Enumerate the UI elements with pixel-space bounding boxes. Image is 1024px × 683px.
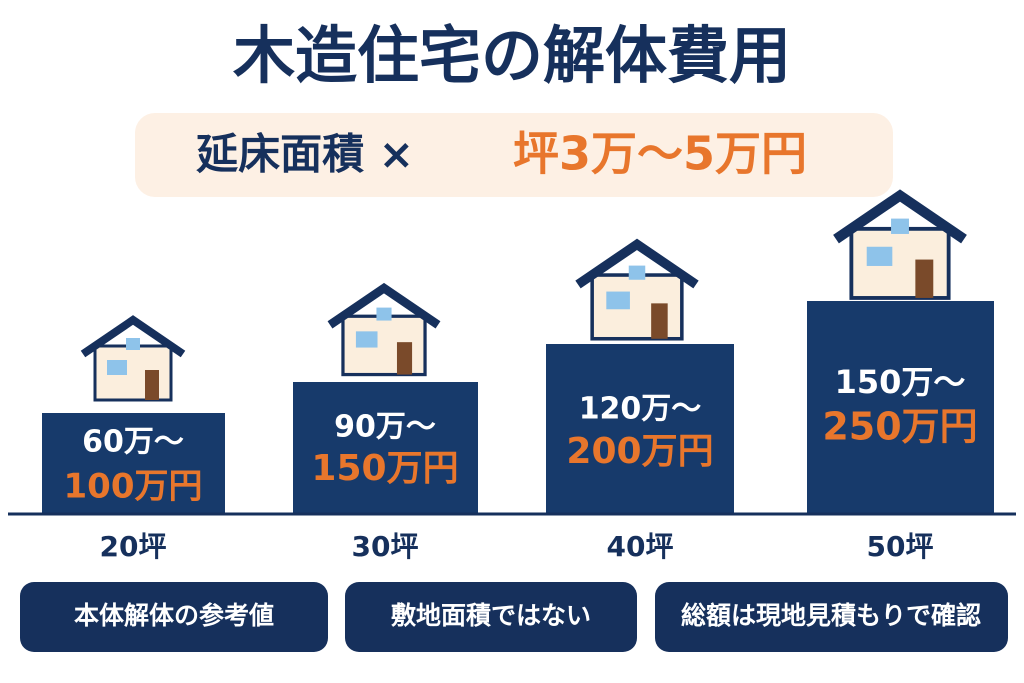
formula-pill [135, 113, 893, 197]
title: 木造住宅の解体費用 [233, 19, 791, 92]
house [330, 288, 438, 374]
cost-high: 200万円 [566, 431, 713, 472]
house [83, 320, 183, 400]
cost-low: 60万～ [82, 425, 184, 460]
cost-low: 120万～ [579, 392, 702, 427]
cost-low: 90万～ [334, 410, 436, 445]
cost-low: 150万～ [835, 363, 966, 401]
formula-left: 延床面積 × [196, 130, 414, 179]
bar [807, 301, 994, 514]
cost-high: 250万円 [822, 405, 977, 449]
house [836, 196, 964, 298]
area-label: 40坪 [607, 530, 674, 563]
formula-right: 坪3万～5万円 [513, 127, 807, 181]
house [578, 244, 696, 338]
area-label: 30坪 [352, 530, 419, 563]
bar [42, 413, 225, 514]
bar [293, 382, 478, 514]
note-pill [20, 582, 328, 652]
note: 敷地面積ではない [391, 601, 591, 630]
note: 本体解体の参考値 [74, 601, 274, 630]
bar [546, 344, 734, 514]
cost-high: 150万円 [311, 448, 458, 489]
note-pill [655, 582, 1008, 652]
note-pill [345, 582, 637, 652]
note: 総額は現地見積もりで確認 [681, 601, 981, 630]
area-label: 50坪 [867, 530, 934, 563]
area-label: 20坪 [100, 530, 167, 563]
cost-high: 100万円 [64, 467, 203, 507]
